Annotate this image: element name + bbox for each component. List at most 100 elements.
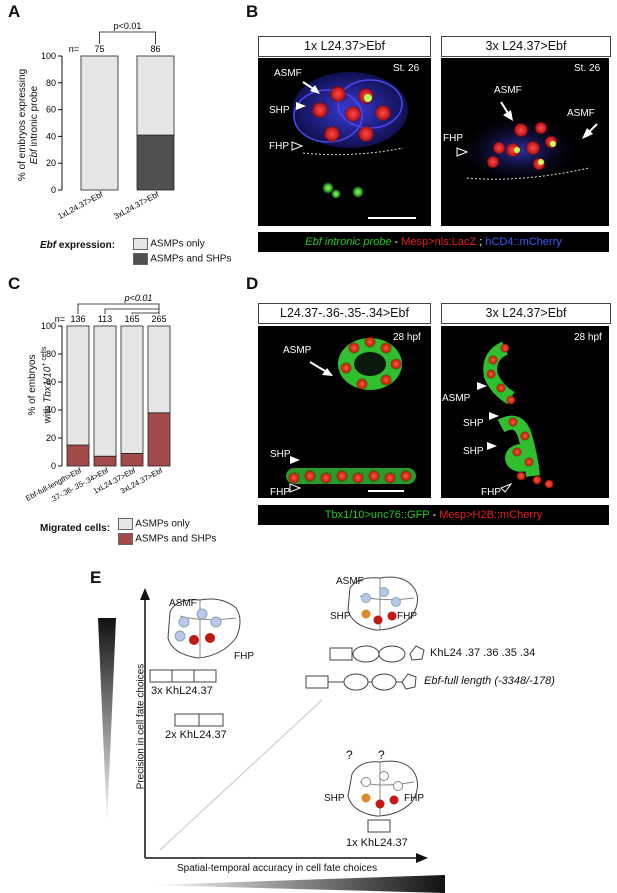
construct-khl24-glyph [329, 645, 425, 663]
construct-ebf-full-glyph [305, 673, 417, 691]
bar-segment [120, 452, 144, 467]
horizontal-gradient-wedge [150, 875, 445, 893]
chart-c-ylabel-line1: % of embryos [27, 354, 38, 416]
label-stage: 28 hpf [574, 332, 602, 343]
panel-label-a: A [8, 2, 21, 21]
y-tick-label: 60 [46, 377, 56, 387]
y-tick-label: 0 [51, 461, 56, 471]
label-fhp: FHP [269, 141, 289, 152]
construct-ebf-full-text: Ebf-full length (-3348/-178) [424, 675, 555, 687]
category-label: 3xL24.37>Ebf [112, 189, 161, 221]
y-tick-label: 100 [41, 51, 56, 61]
chart-a-ylabel-line1: % of embryos expressing [17, 68, 28, 182]
bar-n-label: 113 [98, 314, 112, 324]
legend-swatch-light [133, 238, 148, 250]
chart-a-legend-title: Ebf expression: [40, 240, 115, 251]
significance-bracket [104, 308, 159, 314]
question-mark: ? [378, 748, 385, 762]
panel-e-y-axis-label: Precision in cell fate choices [135, 663, 147, 790]
panel-label-d: D [246, 274, 259, 293]
legend-sep: - [391, 236, 402, 248]
label-fhp: FHP [397, 611, 417, 622]
significance-bracket [131, 312, 159, 314]
n-prefix-label: n= [69, 44, 79, 54]
bar-segment [136, 134, 175, 191]
chart-a-ylabel-italic: Ebf [29, 149, 40, 165]
legend-green-text: Tbx1/10>unc76::GFP [324, 509, 430, 521]
label-asmf: ASMF [567, 108, 595, 119]
chart-a-ylabel: % of embryos expressing Ebf intronic pro… [17, 45, 43, 205]
bar-segment [93, 455, 117, 467]
chart-c-ylabel: % of embryos with Tbx1/10+ cells [27, 325, 53, 445]
label-stage: St. 26 [393, 63, 420, 74]
diagonal-line [159, 699, 323, 851]
chart-a-legend-item-1: ASMPs only [133, 238, 205, 250]
label-shp: SHP [269, 105, 290, 116]
legend-swatch-red [118, 533, 133, 545]
micrograph-b-right [441, 58, 609, 226]
y-tick-label: 80 [46, 349, 56, 359]
panel-e-diagram [98, 576, 445, 893]
chart-c-ylabel-italic: Tbx1/10 [42, 366, 54, 403]
bar-segment [93, 325, 117, 457]
bar-segment [147, 412, 171, 467]
micrograph-d-left [258, 326, 431, 498]
question-mark: ? [346, 748, 353, 762]
micrograph-d-right-image [477, 341, 554, 493]
micrograph-b-left-image [291, 72, 416, 219]
legend-green-text: Ebf intronic probe [305, 236, 392, 248]
chart-c: 020406080100136Ebf-full-length>Ebf113.37… [24, 293, 171, 504]
label-shp: SHP [324, 793, 345, 804]
y-tick-label: 40 [46, 405, 56, 415]
panel-label-c: C [8, 274, 21, 293]
panel-a: 0 20 40 60 80 100 75 1xL24.37>Ebf 86 3xL24.37>Ebf… [6, 18, 244, 248]
bar-segment [66, 444, 90, 467]
y-tick-label: 40 [46, 131, 56, 141]
label-fhp: FHP [270, 487, 290, 498]
legend-label: ASMPs and SHPs [135, 533, 217, 545]
label-asmf: ASMF [169, 598, 197, 609]
panel-label-b: B [246, 2, 259, 21]
legend-label: ASMPs only [135, 518, 190, 530]
bar-n-label: 136 [70, 314, 85, 324]
panel-d-legend: Tbx1/10>unc76::GFP - Mesp>H2B::mCherry [258, 505, 609, 525]
legend-label: ASMPs and SHPs [150, 253, 232, 265]
panel-c: 0 20 40 60 80 100 136 Ebf-full-length>Ebf 113.37… [6, 290, 244, 520]
vertical-gradient-wedge [98, 618, 116, 825]
cluster-top-right [347, 576, 418, 631]
chart-a-legend-title-rest: expression: [56, 240, 116, 251]
category-label: 1xL24.37>Ebf [56, 189, 105, 221]
panel-d-header-right: 3x L24.37>Ebf [441, 303, 611, 324]
label-asmf: ASMF [274, 68, 302, 79]
y-tick-label: 0 [51, 185, 56, 195]
legend-red-text: Mesp>nls:LacZ [401, 236, 477, 248]
n-prefix-label: n= [55, 314, 65, 324]
panel-b-header-left: 1x L24.37>Ebf [258, 36, 431, 57]
construct-2x-glyph [174, 713, 224, 727]
chart-c-legend-item-2: ASMPs and SHPs [118, 533, 216, 545]
bar-n-label: 165 [124, 314, 139, 324]
label-fhp: FHP [481, 487, 501, 498]
chart-a-ylabel-rest: intronic probe [29, 85, 40, 150]
micrograph-b-left [258, 58, 431, 226]
chart-c-ylabel-post: + cells [41, 346, 48, 367]
legend-swatch-dark [133, 253, 148, 265]
chart-a: 0 20 40 60 80 100 75 1xL24.37>Ebf 86 3xL24.37>Ebf… [41, 21, 175, 221]
panel-label-e: E [90, 568, 102, 587]
significance-label: p<0.01 [114, 21, 142, 31]
label-shp: SHP [330, 611, 351, 622]
bar-segment [66, 325, 90, 446]
label-fhp: FHP [443, 133, 463, 144]
construct-3x-label: 3x KhL24.37 [151, 685, 213, 697]
label-shp: SHP [463, 446, 484, 457]
panel-d-header-left: L24.37-.36-.35-.34>Ebf [258, 303, 431, 324]
legend-label: ASMPs only [150, 238, 205, 250]
bar-segment [120, 325, 144, 454]
legend-blue-text: hCD4::mCherry [485, 236, 562, 248]
bar-n-label: 86 [150, 44, 160, 54]
legend-red-text: Mesp>H2B::mCherry [439, 509, 543, 521]
chart-c-legend-item-1: ASMPs only [118, 518, 190, 530]
bar-segment [80, 55, 119, 191]
bar-n-label: 75 [94, 44, 104, 54]
panel-b-legend: Ebf intronic probe - Mesp>nls:LacZ ; hCD… [258, 232, 609, 252]
